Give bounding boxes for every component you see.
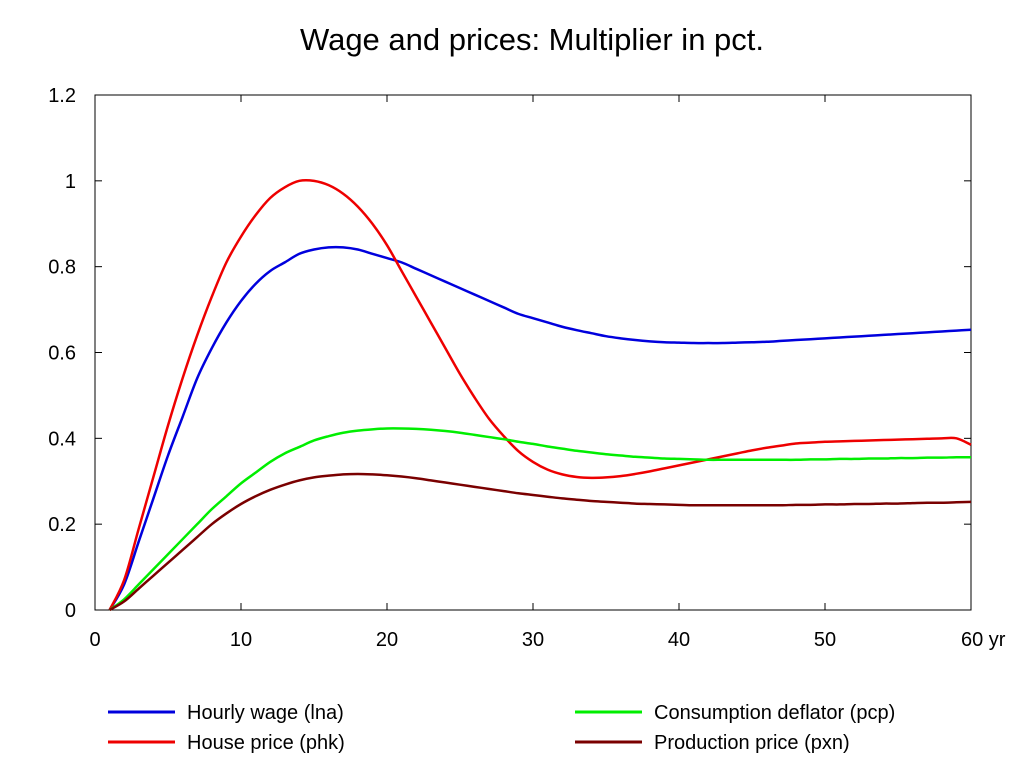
y-tick-label: 1.2 [48,85,76,107]
y-tick-label: 0.2 [48,514,76,536]
series-line-3 [108,472,972,612]
x-tick-label: 20 [376,629,398,651]
series-layer [108,178,972,612]
x-tick-label: 10 [230,629,252,651]
x-tick-label: 60 yr [961,629,1006,651]
plot-frame [94,94,972,611]
series-line-2 [108,427,972,612]
y-tick-label: 1 [65,171,76,193]
legend-label-1: House price (phk) [187,732,345,754]
legend-label-3: Production price (pxn) [654,732,850,754]
legend-label-0: Hourly wage (lna) [187,702,344,724]
x-tick-label: 30 [522,629,544,651]
series-line-1 [108,178,972,611]
ticks-layer: 0 10 20 30 40 50 60 yr 0 0.2 0.4 0.6 0.8 1 1.2 [48,85,1006,651]
x-tick-label: 0 [89,629,100,651]
series-line-0 [108,245,972,611]
x-tick-label: 40 [668,629,690,651]
x-tick-label: 50 [814,629,836,651]
chart-title: Wage and prices: Multiplier in pct. [300,22,764,57]
y-tick-label: 0 [65,600,76,622]
legend: Hourly wage (lna) House price (phk) Consum… [108,702,895,754]
y-tick-label: 0.8 [48,257,76,279]
y-tick-label: 0.6 [48,343,76,365]
y-tick-label: 0.4 [48,428,76,450]
legend-label-2: Consumption deflator (pcp) [654,702,895,724]
